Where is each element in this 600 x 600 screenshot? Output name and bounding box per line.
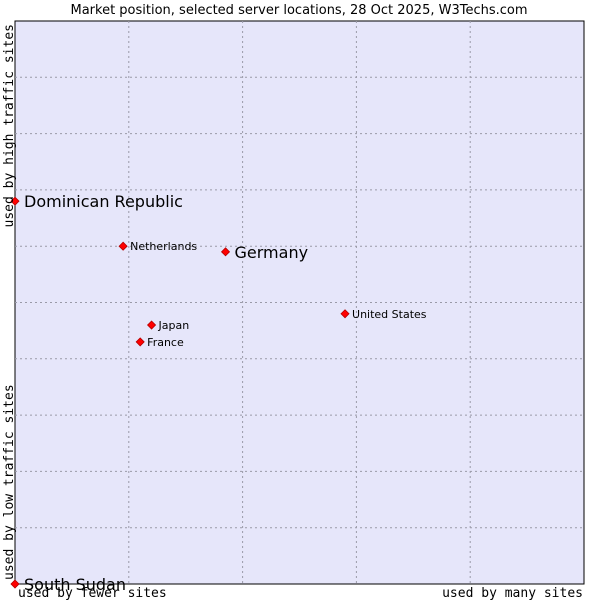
data-label-germany: Germany [235,243,309,262]
data-point-germany [220,247,231,257]
data-point-dominican-republic [10,196,20,206]
x-axis-label-high: used by many sites [442,586,583,600]
chart-title: Market position, selected server locatio… [70,3,527,18]
data-point-united-states [340,309,350,319]
data-label-france: France [147,336,184,349]
data-point-france [135,337,145,347]
data-label-south-sudan: South Sudan [24,575,126,594]
y-axis-label-low: used by low traffic sites [2,384,17,580]
plot-area [14,20,585,585]
grid-lines [15,21,584,584]
data-point-japan [146,320,157,330]
data-label-japan: Japan [158,319,190,332]
x-axis-label-low: used by fewer sites [18,586,167,600]
data-points: Dominican Republic Germany South Sudan Neth… [10,192,427,594]
y-axis-label-high: used by high traffic sites [2,24,17,228]
data-label-united-states: United States [352,308,427,321]
data-point-south-sudan [10,579,20,589]
data-point-netherlands [118,241,128,251]
data-label-netherlands: Netherlands [130,240,197,253]
data-label-dominican-republic: Dominican Republic [24,192,183,211]
